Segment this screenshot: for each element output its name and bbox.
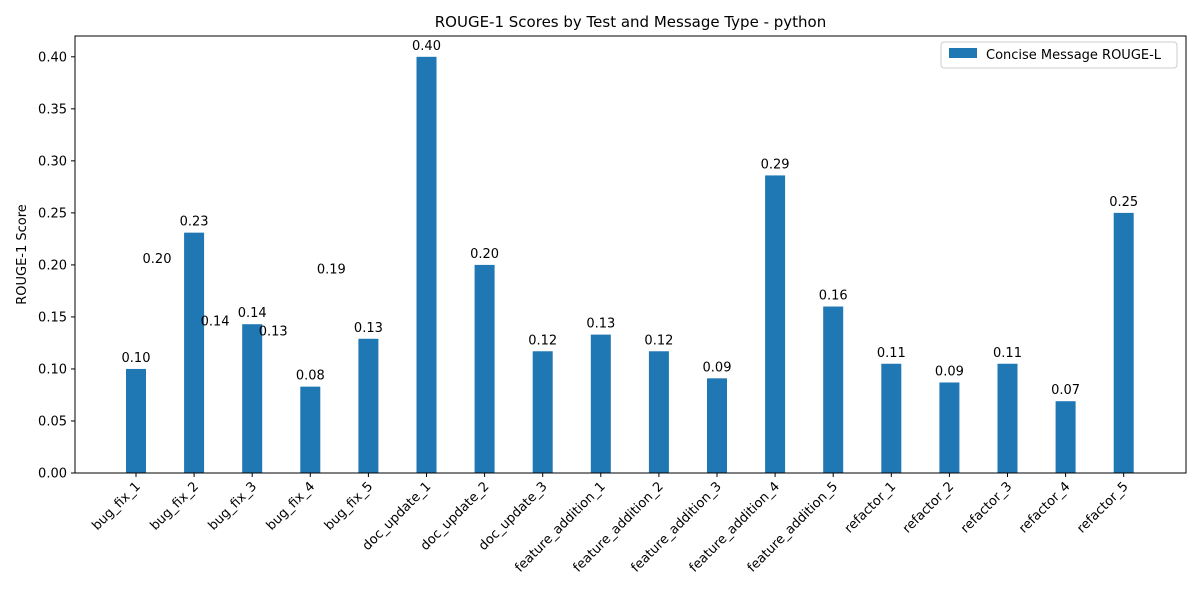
bar-doc_update_3 [532,351,553,473]
bar-feature_addition_4 [765,175,786,473]
x-tick-label-bug_fix_5: bug_fix_5 [322,479,376,533]
bar-refactor_1 [881,363,902,473]
bar-bug_fix_1 [126,368,146,473]
data-label-refactor_2: 0.09 [935,364,964,379]
data-label-refactor_4: 0.07 [1051,383,1080,398]
plot-frame [74,35,1187,474]
bar-feature_addition_2 [648,351,669,473]
y-axis: 0.00 0.05 0.10 0.15 0.20 0.25 0.30 0.35 0.40 [38,50,75,482]
data-labels-layer: 0.10 0.23 0.14 0.08 0.13 0.40 0.20 0.12 0.13 0.12… [122,39,1139,398]
x-tick-label-refactor_5: refactor_5 [1074,479,1131,536]
data-label-doc_update_3: 0.12 [528,333,557,348]
bar-doc_update_1 [416,56,437,474]
x-tick-label-bug_fix_4: bug_fix_4 [264,479,318,533]
data-label-refactor_3: 0.11 [993,346,1022,361]
bar-refactor_4 [1055,401,1076,473]
legend-frame [940,41,1178,69]
x-tick-label-refactor_3: refactor_3 [958,479,1015,536]
y-tick-label-5: 0.25 [38,206,67,221]
bar-refactor_3 [997,363,1018,473]
x-axis: bug_fix_1 bug_fix_2 bug_fix_3 bug_fix_4 bug_… [89,473,1132,576]
x-tick-label-refactor_2: refactor_2 [900,479,957,536]
data-label-refactor_5: 0.25 [1109,195,1138,210]
y-tick-label-6: 0.30 [38,154,67,169]
data-label-feature_addition_3: 0.09 [703,360,732,375]
bar-feature_addition_1 [590,334,611,473]
data-label-bug_fix_4: 0.08 [296,369,325,384]
y-tick-label-0: 0.00 [38,467,67,482]
data-label-bug_fix_1: 0.10 [122,351,151,366]
bars-layer [126,56,1134,474]
x-tick-label-bug_fix_2: bug_fix_2 [148,479,202,533]
bar-doc_update_2 [474,264,495,473]
data-label-doc_update_1: 0.40 [412,39,441,54]
bar-refactor_5 [1113,212,1134,473]
legend-swatch [949,48,977,58]
extra-label-2: 0.13 [259,325,288,340]
x-tick-label-bug_fix_3: bug_fix_3 [206,479,260,533]
y-tick-label-1: 0.05 [38,414,67,429]
y-axis-title: ROUGE-1 Score [15,204,30,305]
x-tick-label-refactor_4: refactor_4 [1016,479,1073,536]
data-label-bug_fix_2: 0.23 [180,215,209,230]
y-tick-label-3: 0.15 [38,310,67,325]
extra-label-0: 0.20 [143,252,172,267]
bar-bug_fix_2 [184,232,205,473]
data-label-feature_addition_5: 0.16 [819,289,848,304]
data-label-doc_update_2: 0.20 [470,247,499,262]
legend-label: Concise Message ROUGE-L [986,48,1162,63]
data-label-feature_addition_4: 0.29 [761,157,790,172]
bar-bug_fix_3 [242,324,263,473]
data-label-refactor_1: 0.11 [877,346,906,361]
y-tick-label-8: 0.40 [38,50,67,65]
bar-refactor_2 [939,382,960,473]
x-tick-label-refactor_1: refactor_1 [842,479,899,536]
y-tick-label-7: 0.35 [38,102,67,117]
extra-label-1: 0.14 [201,314,230,329]
bar-feature_addition_5 [823,306,844,473]
data-label-bug_fix_3: 0.14 [238,306,267,321]
bar-bug_fix_5 [358,338,379,473]
data-label-feature_addition_2: 0.12 [644,333,673,348]
extra-labels-layer: 0.20 0.14 0.13 0.19 [143,252,346,340]
x-tick-label-bug_fix_1: bug_fix_1 [89,479,143,533]
extra-label-3: 0.19 [317,262,346,277]
bar-feature_addition_3 [707,378,727,473]
bar-bug_fix_4 [300,386,321,473]
y-tick-label-4: 0.20 [38,258,67,273]
data-label-bug_fix_5: 0.13 [354,321,383,336]
legend: Concise Message ROUGE-L [940,41,1178,69]
data-label-feature_addition_1: 0.13 [586,317,615,332]
y-tick-label-2: 0.10 [38,362,67,377]
chart-title: ROUGE-1 Scores by Test and Message Type … [435,13,826,31]
